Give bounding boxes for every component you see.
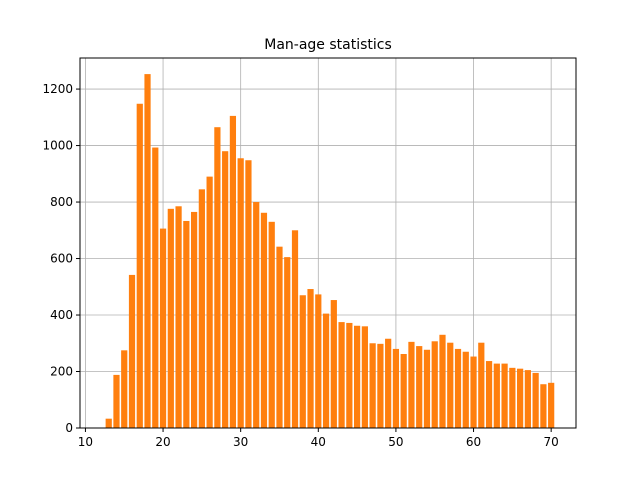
bar bbox=[369, 343, 376, 428]
bar bbox=[478, 342, 485, 428]
bar bbox=[198, 189, 205, 428]
bar bbox=[307, 289, 314, 428]
y-tick-label: 800 bbox=[50, 195, 73, 209]
bar bbox=[299, 295, 306, 428]
x-tick-label: 40 bbox=[311, 435, 326, 449]
bar bbox=[284, 257, 291, 428]
bar bbox=[470, 356, 477, 428]
bar bbox=[159, 228, 167, 428]
bar bbox=[152, 147, 159, 428]
bar bbox=[330, 300, 337, 428]
bar bbox=[439, 334, 446, 428]
bar bbox=[260, 212, 268, 428]
bar bbox=[532, 372, 539, 428]
bar bbox=[268, 221, 275, 428]
y-tick-label: 400 bbox=[50, 308, 73, 322]
x-tick-label: 10 bbox=[78, 435, 93, 449]
bar bbox=[136, 103, 143, 428]
y-tick-label: 0 bbox=[65, 421, 73, 435]
bar bbox=[524, 370, 531, 428]
y-tick-label: 1200 bbox=[42, 82, 73, 96]
bar bbox=[276, 246, 283, 428]
y-tick-label: 1000 bbox=[42, 139, 73, 153]
bar bbox=[400, 354, 407, 428]
y-tick-label: 600 bbox=[50, 252, 73, 266]
bar bbox=[190, 211, 198, 428]
y-tick-label: 200 bbox=[50, 365, 73, 379]
bar bbox=[105, 418, 112, 428]
bar bbox=[167, 208, 174, 428]
bar bbox=[121, 350, 128, 428]
bar bbox=[548, 382, 555, 428]
bar bbox=[385, 338, 392, 428]
bar bbox=[354, 325, 361, 428]
bar bbox=[245, 160, 252, 429]
bar bbox=[408, 341, 415, 428]
x-tick-label: 60 bbox=[466, 435, 481, 449]
bar bbox=[493, 363, 500, 428]
x-tick-label: 30 bbox=[233, 435, 248, 449]
bars-layer bbox=[105, 74, 555, 429]
bar bbox=[237, 158, 244, 428]
bar bbox=[454, 348, 462, 428]
bar bbox=[392, 348, 400, 428]
x-axis: 10 20 30 40 50 60 70 bbox=[78, 428, 559, 449]
bar bbox=[206, 176, 213, 428]
bar bbox=[517, 368, 524, 428]
bar bbox=[346, 322, 353, 428]
bar bbox=[175, 206, 182, 428]
bar bbox=[447, 342, 454, 428]
bar bbox=[183, 220, 190, 428]
bar bbox=[222, 151, 229, 428]
bar bbox=[291, 230, 299, 428]
bar bbox=[229, 115, 237, 429]
bar bbox=[431, 341, 438, 428]
bar bbox=[361, 326, 368, 428]
bar bbox=[540, 384, 547, 428]
x-tick-label: 50 bbox=[388, 435, 403, 449]
bar bbox=[113, 374, 120, 428]
bar bbox=[315, 294, 322, 428]
x-tick-label: 20 bbox=[155, 435, 170, 449]
y-axis: 0 200 400 600 800 1000 1200 bbox=[42, 82, 80, 435]
bar bbox=[423, 349, 431, 428]
bar bbox=[214, 127, 221, 428]
bar bbox=[462, 351, 469, 428]
plot-frame bbox=[79, 57, 577, 429]
bar bbox=[501, 363, 508, 428]
bar bbox=[144, 74, 151, 428]
bar bbox=[509, 367, 516, 428]
bar bbox=[338, 322, 345, 428]
x-tick-label: 70 bbox=[544, 435, 559, 449]
bar bbox=[377, 343, 384, 428]
bar bbox=[485, 361, 493, 428]
chart-title: Man-age statistics bbox=[264, 37, 392, 53]
bar bbox=[416, 346, 423, 428]
bar bbox=[322, 313, 330, 428]
bar bbox=[128, 274, 136, 428]
bar bbox=[253, 202, 260, 428]
